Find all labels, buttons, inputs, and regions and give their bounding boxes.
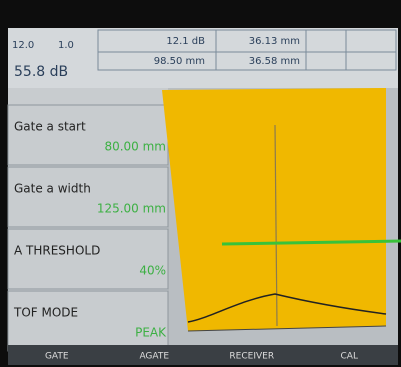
header-field: 36.13 mm xyxy=(249,36,300,47)
header-field: 98.50 mm xyxy=(154,56,205,67)
menu-value: 80.00 mm xyxy=(104,140,166,154)
device-screen: 12.0 1.0 55.8 dB 12.1 dB 36.13 mm 98.50 … xyxy=(0,0,401,367)
menu-value: 125.00 mm xyxy=(97,202,166,216)
menu-value: 40% xyxy=(139,264,166,278)
tab[interactable]: CAL xyxy=(341,352,358,362)
header-field: 36.58 mm xyxy=(249,56,300,67)
menu-value: PEAK xyxy=(135,326,167,340)
menu-label: TOF MODE xyxy=(13,306,78,320)
header-field: 12.1 dB xyxy=(166,36,205,47)
menu-item[interactable] xyxy=(8,229,168,289)
gain: 55.8 dB xyxy=(14,64,68,80)
tab[interactable]: AGATE xyxy=(139,352,169,362)
menu-item[interactable] xyxy=(8,291,168,351)
menu-label: A THRESHOLD xyxy=(14,244,100,258)
menu-item[interactable] xyxy=(8,167,168,227)
menu-label: Gate a width xyxy=(14,182,91,196)
gain-coarse: 12.0 xyxy=(12,40,34,51)
tab[interactable]: GATE xyxy=(45,352,69,362)
menu-label: Gate a start xyxy=(14,120,86,134)
menu-item[interactable] xyxy=(8,105,168,165)
tab[interactable]: RECEIVER xyxy=(229,352,274,362)
gain-step: 1.0 xyxy=(58,40,74,51)
